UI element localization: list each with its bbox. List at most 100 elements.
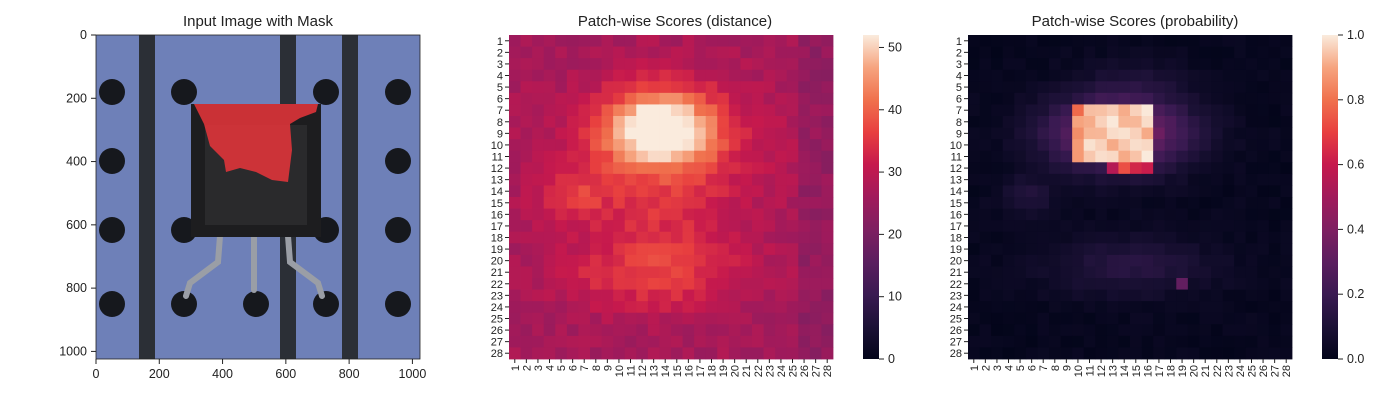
heatmap-cell <box>590 150 602 163</box>
heatmap-cell <box>740 254 753 267</box>
col-tick-label: 13 <box>1108 365 1120 377</box>
heatmap-cell <box>1141 58 1154 71</box>
heatmap-cell <box>671 162 683 175</box>
heatmap-cell <box>543 312 556 325</box>
heatmap-cell <box>647 185 660 198</box>
heatmap-cell <box>1211 347 1223 360</box>
heatmap-cell <box>682 254 695 267</box>
heatmap-cell <box>786 197 799 209</box>
heatmap-cell <box>821 92 834 105</box>
heatmap-cell <box>1280 312 1293 325</box>
heatmap-cell <box>1222 208 1235 221</box>
heatmap-cell <box>682 347 695 360</box>
heatmap-cell <box>1164 301 1177 314</box>
heatmap-cell <box>1280 197 1293 209</box>
heatmap-cell <box>717 243 730 256</box>
heatmap-cell <box>694 243 707 256</box>
col-tick-label: 28 <box>822 365 834 377</box>
heatmap-cell <box>590 92 602 105</box>
heatmap-cell <box>636 104 649 117</box>
heatmap-cell <box>1153 139 1166 152</box>
heatmap-cell <box>798 254 811 267</box>
heatmap-cell <box>520 116 533 128</box>
heatmap-cell <box>682 81 695 94</box>
heatmap-cell <box>624 312 637 325</box>
heatmap-cell <box>555 58 568 71</box>
row-tick-label: 23 <box>950 290 962 302</box>
heatmap-cell <box>1002 289 1015 302</box>
heatmap-cell <box>968 185 980 198</box>
heatmap-cell <box>659 139 672 152</box>
colorbar-tick-label: 0.6 <box>1347 158 1364 172</box>
heatmap-cell <box>728 312 741 325</box>
heatmap-cell <box>1211 81 1223 94</box>
heatmap-cell <box>601 173 614 186</box>
heatmap-cell <box>763 231 776 244</box>
heatmap-cell <box>1245 92 1258 105</box>
heatmap-cell <box>1025 46 1038 59</box>
heatmap-cell <box>1187 301 1200 314</box>
heatmap-cell <box>1164 278 1177 290</box>
heatmap-cell <box>1095 162 1108 175</box>
heatmap-cell <box>1164 69 1177 82</box>
heatmap-cell <box>798 127 811 140</box>
heatmap-cell <box>1037 92 1050 105</box>
heatmap-cell <box>555 46 568 59</box>
heatmap-cell <box>590 162 602 175</box>
heatmap-cell <box>740 116 753 128</box>
heatmap-cell <box>636 116 649 128</box>
heatmap-cell <box>682 35 695 47</box>
heatmap-cell <box>1141 220 1154 233</box>
heatmap-cell <box>1153 116 1166 128</box>
heatmap-cell <box>543 278 556 290</box>
heatmap-cell <box>1176 324 1189 337</box>
col-tick-label: 8 <box>1050 365 1062 371</box>
heatmap-cell <box>509 150 521 163</box>
col-tick-label: 4 <box>1004 365 1016 371</box>
heatmap-cell <box>682 127 695 140</box>
row-tick-label: 25 <box>950 314 962 326</box>
heatmap-cell <box>1199 81 1212 94</box>
board-hole <box>313 291 339 317</box>
heatmap-cell <box>590 58 602 71</box>
heatmap-cell <box>509 266 521 279</box>
probability-heatmap: 1234567891011121314151617181920212223242… <box>950 35 1293 377</box>
heatmap-cell <box>659 289 672 302</box>
heatmap-cell <box>1141 243 1154 256</box>
heatmap-cell <box>968 301 980 314</box>
heatmap-cell <box>578 312 591 325</box>
heatmap-cell <box>1106 162 1119 175</box>
heatmap-cell <box>786 46 799 59</box>
colorbar-tick-label: 0.4 <box>1347 222 1364 236</box>
heatmap-cell <box>566 197 579 209</box>
heatmap-cell <box>1187 335 1200 348</box>
heatmap-cell <box>1037 254 1050 267</box>
heatmap-cell <box>1268 35 1281 47</box>
heatmap-cell <box>601 347 614 360</box>
heatmap-cell <box>775 116 788 128</box>
heatmap-cell <box>682 58 695 71</box>
heatmap-cell <box>671 335 683 348</box>
heatmap-cell <box>821 150 834 163</box>
heatmap-cell <box>1211 289 1223 302</box>
heatmap-cell <box>798 185 811 198</box>
board-hole <box>99 291 125 317</box>
heatmap-cell <box>1060 173 1073 186</box>
heatmap-cell <box>728 116 741 128</box>
row-tick-label: 21 <box>950 267 962 279</box>
heatmap-cell <box>705 335 718 348</box>
row-tick-label: 27 <box>491 337 503 349</box>
heatmap-cell <box>636 127 649 140</box>
heatmap-cell <box>1222 301 1235 314</box>
heatmap-cell <box>786 139 799 152</box>
heatmap-cell <box>1187 69 1200 82</box>
heatmap-cell <box>1141 278 1154 290</box>
heatmap-cell <box>543 243 556 256</box>
heatmap-cell <box>590 104 602 117</box>
heatmap-cell <box>1083 335 1096 348</box>
heatmap-cell <box>613 127 626 140</box>
heatmap-cell <box>1280 139 1293 152</box>
heatmap-cell <box>590 289 602 302</box>
heatmap-cell <box>786 35 799 47</box>
heatmap-cell <box>578 46 591 59</box>
